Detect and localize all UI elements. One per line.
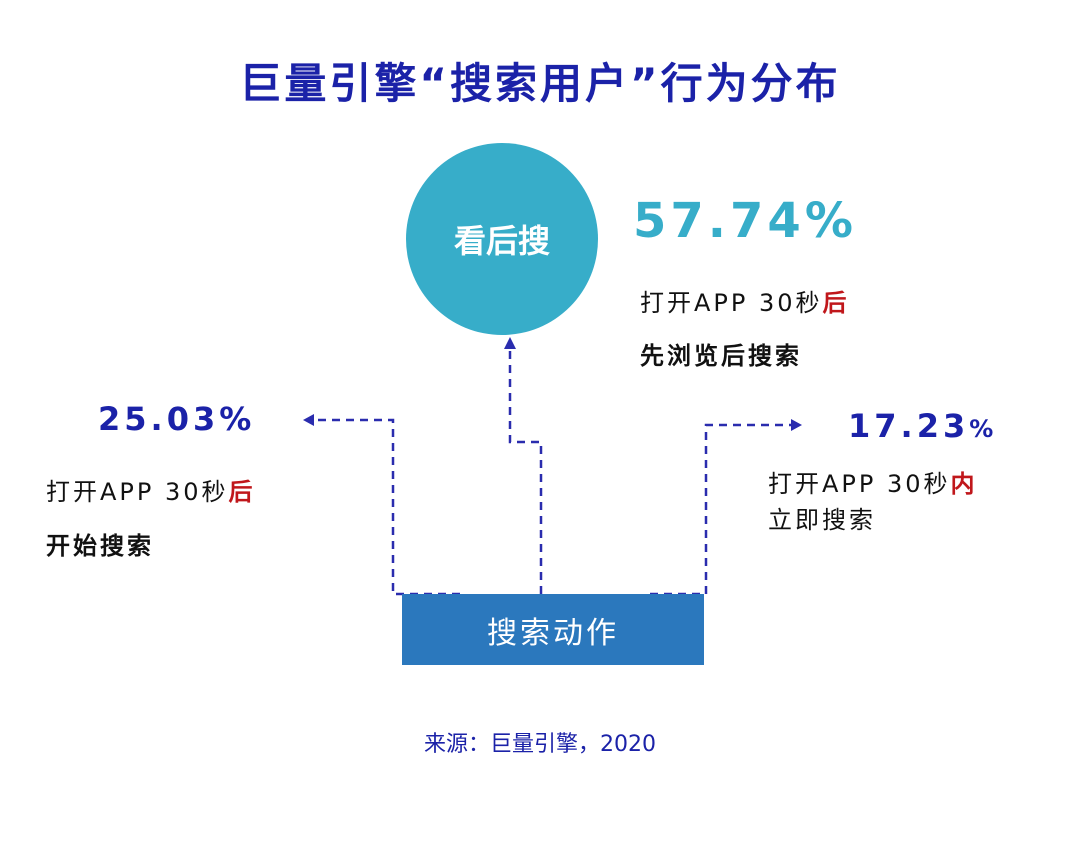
left-line-2: 开始搜索	[46, 532, 154, 560]
connector-left	[312, 418, 460, 596]
arrow-up-icon	[504, 337, 516, 349]
search-action-box: 搜索动作	[402, 594, 704, 665]
right-line-1-highlight: 内	[950, 470, 978, 498]
top-percent: 57.74%	[633, 193, 857, 249]
connector-top	[508, 348, 543, 594]
right-percent-number: 17.23	[848, 407, 970, 445]
left-line-1-highlight: 后	[228, 478, 256, 506]
search-action-label: 搜索动作	[487, 615, 619, 651]
center-circle-node: 看后搜	[406, 143, 598, 335]
right-percent-unit: %	[969, 415, 994, 443]
left-line-1-prefix: 打开APP 30秒	[46, 478, 229, 506]
top-line-1: 打开APP 30秒后	[640, 283, 850, 318]
right-line-1-prefix: 打开APP 30秒	[768, 470, 951, 498]
top-line-1-prefix: 打开APP 30秒	[640, 289, 823, 317]
center-node-label: 看后搜	[453, 222, 550, 260]
connector-right	[650, 423, 792, 596]
left-line-1: 打开APP 30秒后	[46, 472, 256, 507]
right-line-2: 立即搜索	[768, 506, 876, 534]
page-title: 巨量引擎“搜索用户”行为分布	[239, 59, 841, 108]
arrow-right-icon	[791, 419, 802, 431]
right-line-1: 打开APP 30秒内	[768, 464, 978, 499]
top-line-1-highlight: 后	[822, 289, 850, 317]
source-note: 来源：巨量引擎，2020	[424, 732, 656, 757]
left-percent: 25.03%	[98, 400, 256, 438]
right-percent: 17.23%	[848, 407, 993, 445]
top-line-2: 先浏览后搜索	[640, 342, 802, 370]
arrow-left-icon	[303, 414, 314, 426]
